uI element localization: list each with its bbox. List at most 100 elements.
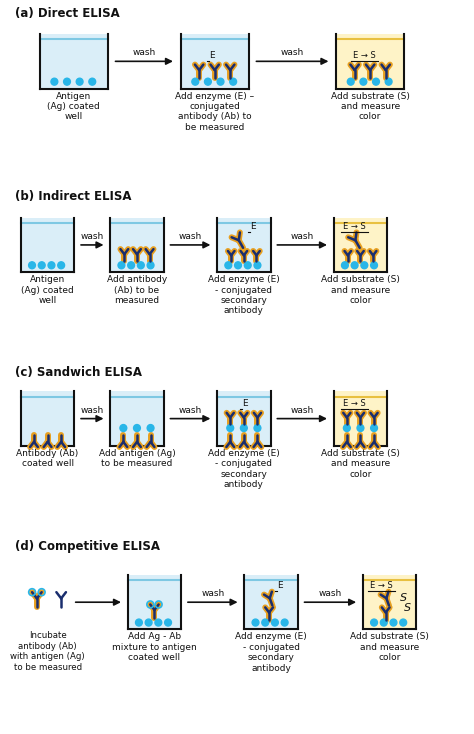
Text: Antigen
(Ag) coated
well: Antigen (Ag) coated well — [21, 275, 74, 305]
Circle shape — [235, 262, 241, 269]
Text: Add enzyme (E)
- conjugated
secondary
antibody: Add enzyme (E) - conjugated secondary an… — [208, 449, 280, 489]
Bar — [21, 391, 74, 446]
Circle shape — [128, 262, 135, 269]
Circle shape — [390, 619, 397, 626]
Circle shape — [371, 262, 377, 269]
Text: E: E — [242, 399, 247, 408]
Text: Add substrate (S)
and measure
color: Add substrate (S) and measure color — [331, 92, 410, 121]
Text: S: S — [400, 593, 407, 603]
Text: E: E — [277, 581, 283, 590]
Circle shape — [373, 79, 379, 85]
Circle shape — [385, 79, 392, 85]
Circle shape — [360, 79, 367, 85]
Text: S: S — [403, 603, 410, 613]
Text: (a) Direct ELISA: (a) Direct ELISA — [15, 7, 119, 20]
Circle shape — [262, 619, 269, 626]
Bar — [363, 575, 416, 630]
Bar — [21, 218, 74, 272]
Text: (b) Indirect ELISA: (b) Indirect ELISA — [15, 190, 131, 203]
Circle shape — [400, 619, 407, 626]
Text: (c) Sandwich ELISA: (c) Sandwich ELISA — [15, 366, 142, 379]
Text: wash: wash — [179, 232, 202, 241]
Circle shape — [371, 424, 377, 432]
Circle shape — [89, 79, 96, 85]
Text: wash: wash — [81, 406, 104, 415]
Bar — [244, 575, 298, 630]
Bar — [334, 391, 387, 446]
Circle shape — [164, 619, 172, 626]
Circle shape — [147, 262, 154, 269]
Circle shape — [134, 424, 140, 432]
Circle shape — [361, 262, 368, 269]
Circle shape — [344, 424, 350, 432]
Bar — [336, 34, 404, 89]
Text: E → S: E → S — [343, 222, 366, 230]
Text: wash: wash — [319, 589, 342, 598]
Text: E → S: E → S — [343, 399, 366, 408]
Circle shape — [272, 619, 278, 626]
Circle shape — [252, 619, 259, 626]
Circle shape — [347, 79, 354, 85]
Circle shape — [240, 424, 247, 432]
Circle shape — [281, 619, 288, 626]
Circle shape — [254, 262, 261, 269]
Text: Incubate
antibody (Ab)
with antigen (Ag)
to be measured: Incubate antibody (Ab) with antigen (Ag)… — [10, 631, 85, 672]
Circle shape — [136, 619, 142, 626]
Circle shape — [58, 262, 64, 269]
Circle shape — [64, 79, 71, 85]
Circle shape — [380, 619, 387, 626]
Text: wash: wash — [133, 48, 156, 57]
Text: Add antibody
(Ab) to be
measured: Add antibody (Ab) to be measured — [107, 275, 167, 305]
Text: Add substrate (S)
and measure
color: Add substrate (S) and measure color — [321, 449, 400, 479]
Circle shape — [244, 262, 251, 269]
Text: (d) Competitive ELISA: (d) Competitive ELISA — [15, 539, 160, 553]
Circle shape — [254, 424, 261, 432]
Circle shape — [217, 79, 224, 85]
Bar — [217, 391, 271, 446]
Circle shape — [155, 619, 162, 626]
Bar — [181, 34, 249, 89]
Circle shape — [145, 619, 152, 626]
Text: Add enzyme (E)
- conjugated
secondary
antibody: Add enzyme (E) - conjugated secondary an… — [235, 633, 307, 672]
Circle shape — [48, 262, 55, 269]
Circle shape — [147, 424, 154, 432]
Circle shape — [28, 262, 36, 269]
Circle shape — [341, 262, 348, 269]
Circle shape — [192, 79, 199, 85]
Text: wash: wash — [179, 406, 202, 415]
Bar — [128, 575, 181, 630]
Circle shape — [51, 79, 58, 85]
Bar — [217, 218, 271, 272]
Circle shape — [38, 262, 45, 269]
Text: wash: wash — [291, 232, 314, 241]
Text: E: E — [250, 222, 255, 230]
Circle shape — [225, 262, 232, 269]
Circle shape — [76, 79, 83, 85]
Text: Antigen
(Ag) coated
well: Antigen (Ag) coated well — [47, 92, 100, 121]
Circle shape — [371, 619, 377, 626]
Text: Add Ag - Ab
mixture to antigen
coated well: Add Ag - Ab mixture to antigen coated we… — [112, 633, 197, 662]
Bar — [334, 218, 387, 272]
Bar — [40, 34, 108, 89]
Circle shape — [357, 424, 364, 432]
Circle shape — [120, 424, 127, 432]
Bar — [110, 391, 164, 446]
Circle shape — [227, 424, 234, 432]
Text: E → S: E → S — [353, 51, 375, 60]
Text: Add substrate (S)
and measure
color: Add substrate (S) and measure color — [350, 633, 429, 662]
Circle shape — [230, 79, 237, 85]
Text: E: E — [209, 51, 215, 60]
Text: Add enzyme (E)
- conjugated
secondary
antibody: Add enzyme (E) - conjugated secondary an… — [208, 275, 280, 316]
Text: wash: wash — [281, 48, 304, 57]
Text: Add antigen (Ag)
to be measured: Add antigen (Ag) to be measured — [99, 449, 175, 468]
Text: wash: wash — [291, 406, 314, 415]
Text: Antibody (Ab)
coated well: Antibody (Ab) coated well — [17, 449, 79, 468]
Text: Add enzyme (E) –
conjugated
antibody (Ab) to
be measured: Add enzyme (E) – conjugated antibody (Ab… — [175, 92, 254, 132]
Circle shape — [137, 262, 144, 269]
Circle shape — [204, 79, 211, 85]
Circle shape — [118, 262, 125, 269]
Text: E → S: E → S — [370, 581, 393, 590]
Text: wash: wash — [201, 589, 224, 598]
Circle shape — [351, 262, 358, 269]
Text: Add substrate (S)
and measure
color: Add substrate (S) and measure color — [321, 275, 400, 305]
